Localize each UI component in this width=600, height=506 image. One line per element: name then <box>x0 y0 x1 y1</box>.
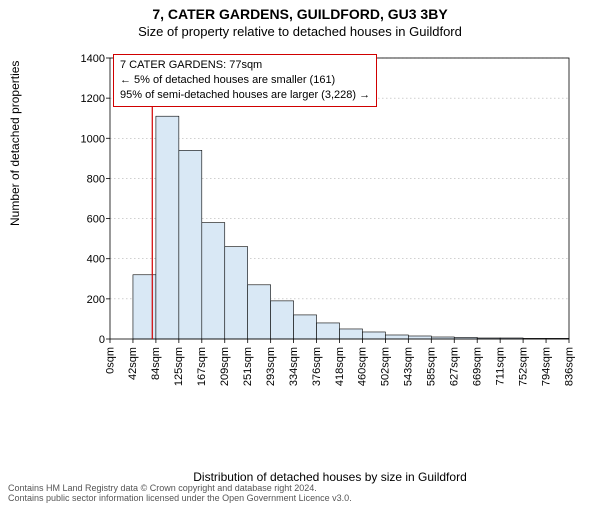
svg-text:627sqm: 627sqm <box>449 347 461 386</box>
svg-text:836sqm: 836sqm <box>563 347 575 386</box>
chart-title-sub: Size of property relative to detached ho… <box>0 24 600 39</box>
footer-line-2: Contains public sector information licen… <box>8 494 352 504</box>
annotation-line-3: 95% of semi-detached houses are larger (… <box>120 88 370 103</box>
annotation-line-2: ← 5% of detached houses are smaller (161… <box>120 73 370 88</box>
svg-text:251sqm: 251sqm <box>242 347 254 386</box>
svg-text:460sqm: 460sqm <box>357 347 369 386</box>
svg-text:400: 400 <box>87 254 105 266</box>
svg-text:0sqm: 0sqm <box>104 347 116 374</box>
svg-text:376sqm: 376sqm <box>311 347 323 386</box>
svg-text:334sqm: 334sqm <box>288 347 300 386</box>
svg-text:794sqm: 794sqm <box>540 347 552 386</box>
annotation-box: 7 CATER GARDENS: 77sqm ← 5% of detached … <box>113 54 377 107</box>
svg-text:669sqm: 669sqm <box>472 347 484 386</box>
chart-title-main: 7, CATER GARDENS, GUILDFORD, GU3 3BY <box>0 6 600 22</box>
svg-text:752sqm: 752sqm <box>517 347 529 386</box>
svg-text:200: 200 <box>87 294 105 306</box>
chart-container: 7, CATER GARDENS, GUILDFORD, GU3 3BY Siz… <box>0 6 600 506</box>
svg-text:711sqm: 711sqm <box>494 347 506 385</box>
svg-text:167sqm: 167sqm <box>196 347 208 386</box>
x-axis-label: Distribution of detached houses by size … <box>30 470 600 484</box>
svg-text:0: 0 <box>99 334 105 346</box>
svg-text:1400: 1400 <box>81 53 105 65</box>
svg-text:600: 600 <box>87 214 105 226</box>
svg-text:84sqm: 84sqm <box>150 347 162 380</box>
svg-text:209sqm: 209sqm <box>219 347 231 386</box>
footer-attribution: Contains HM Land Registry data © Crown c… <box>8 484 352 504</box>
svg-text:502sqm: 502sqm <box>380 347 392 386</box>
svg-text:293sqm: 293sqm <box>265 347 277 386</box>
svg-text:1000: 1000 <box>81 133 105 145</box>
svg-text:418sqm: 418sqm <box>334 347 346 386</box>
svg-text:543sqm: 543sqm <box>403 347 415 386</box>
annotation-line-1: 7 CATER GARDENS: 77sqm <box>120 58 370 73</box>
svg-text:125sqm: 125sqm <box>173 347 185 386</box>
svg-text:42sqm: 42sqm <box>127 347 139 380</box>
svg-text:585sqm: 585sqm <box>426 347 438 386</box>
y-axis-label: Number of detached properties <box>8 61 22 226</box>
svg-text:800: 800 <box>87 173 105 185</box>
svg-text:1200: 1200 <box>81 93 105 105</box>
